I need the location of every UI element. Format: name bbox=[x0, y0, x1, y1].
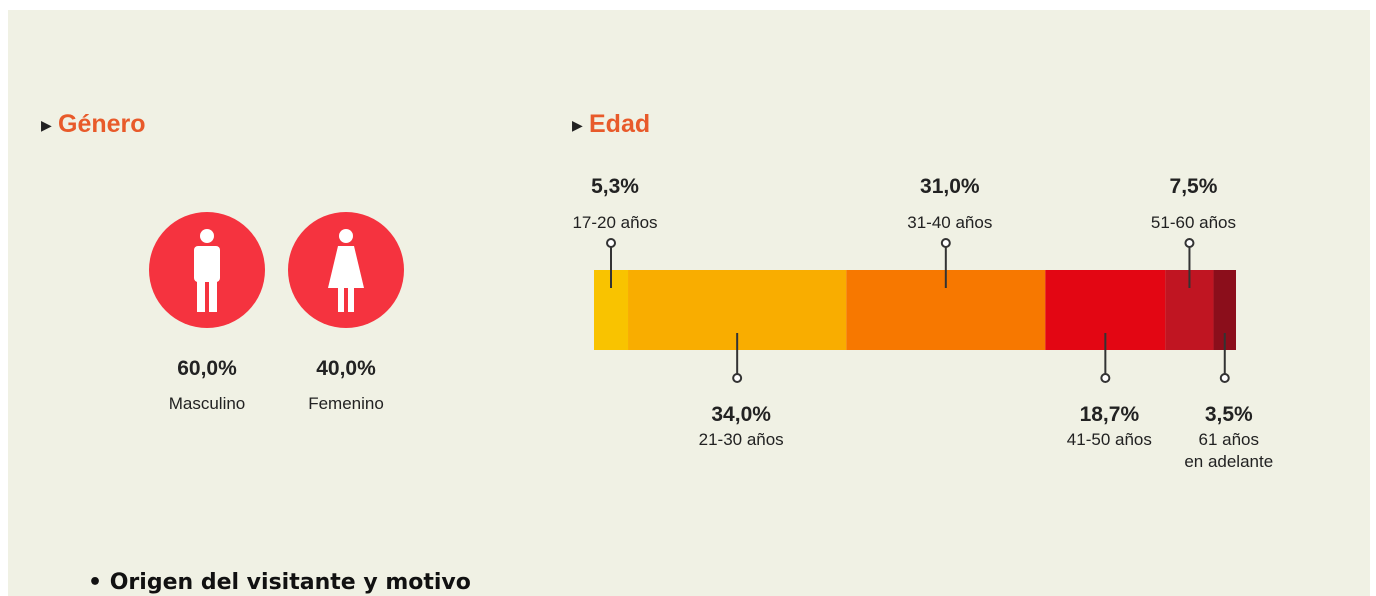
age-value: 34,0% bbox=[711, 403, 771, 426]
age-label: 61 años en adelante bbox=[1184, 430, 1274, 471]
genero-title: Género bbox=[58, 110, 146, 138]
leader-dot bbox=[606, 238, 617, 248]
age-value: 5,3% bbox=[591, 175, 639, 198]
age-value: 3,5% bbox=[1204, 403, 1253, 426]
bullet-item: • Origen del visitante y motivo bbox=[88, 570, 471, 595]
female-icon bbox=[328, 229, 364, 312]
age-label: 31-40 años bbox=[907, 213, 993, 232]
arrow: ▶ bbox=[41, 117, 52, 133]
gender-label: Femenino bbox=[308, 394, 384, 413]
leader-dot bbox=[1184, 238, 1195, 248]
leader-dot bbox=[1219, 373, 1230, 383]
age-value: 31,0% bbox=[920, 175, 980, 198]
edad-title: Edad bbox=[589, 110, 651, 138]
gender-value: 60,0% bbox=[177, 357, 237, 380]
age-value: 7,5% bbox=[1169, 175, 1218, 198]
gender-label: Masculino bbox=[168, 394, 246, 413]
age-label: 21-30 años bbox=[698, 430, 784, 449]
age-label: 17-20 años bbox=[572, 213, 658, 232]
bullet-text: Origen del visitante y motivo bbox=[109, 570, 471, 595]
age-label: 41-50 años bbox=[1066, 430, 1152, 449]
leader-dot bbox=[940, 238, 951, 248]
age-value: 18,7% bbox=[1079, 403, 1140, 426]
age-label: 51-60 años bbox=[1150, 213, 1236, 232]
male-icon bbox=[194, 229, 220, 312]
bar-segment bbox=[1213, 270, 1236, 350]
leader-dot bbox=[732, 373, 743, 383]
arrow: ▶ bbox=[572, 117, 583, 133]
gender-value: 40,0% bbox=[316, 357, 376, 380]
leader-dot bbox=[1100, 373, 1111, 383]
